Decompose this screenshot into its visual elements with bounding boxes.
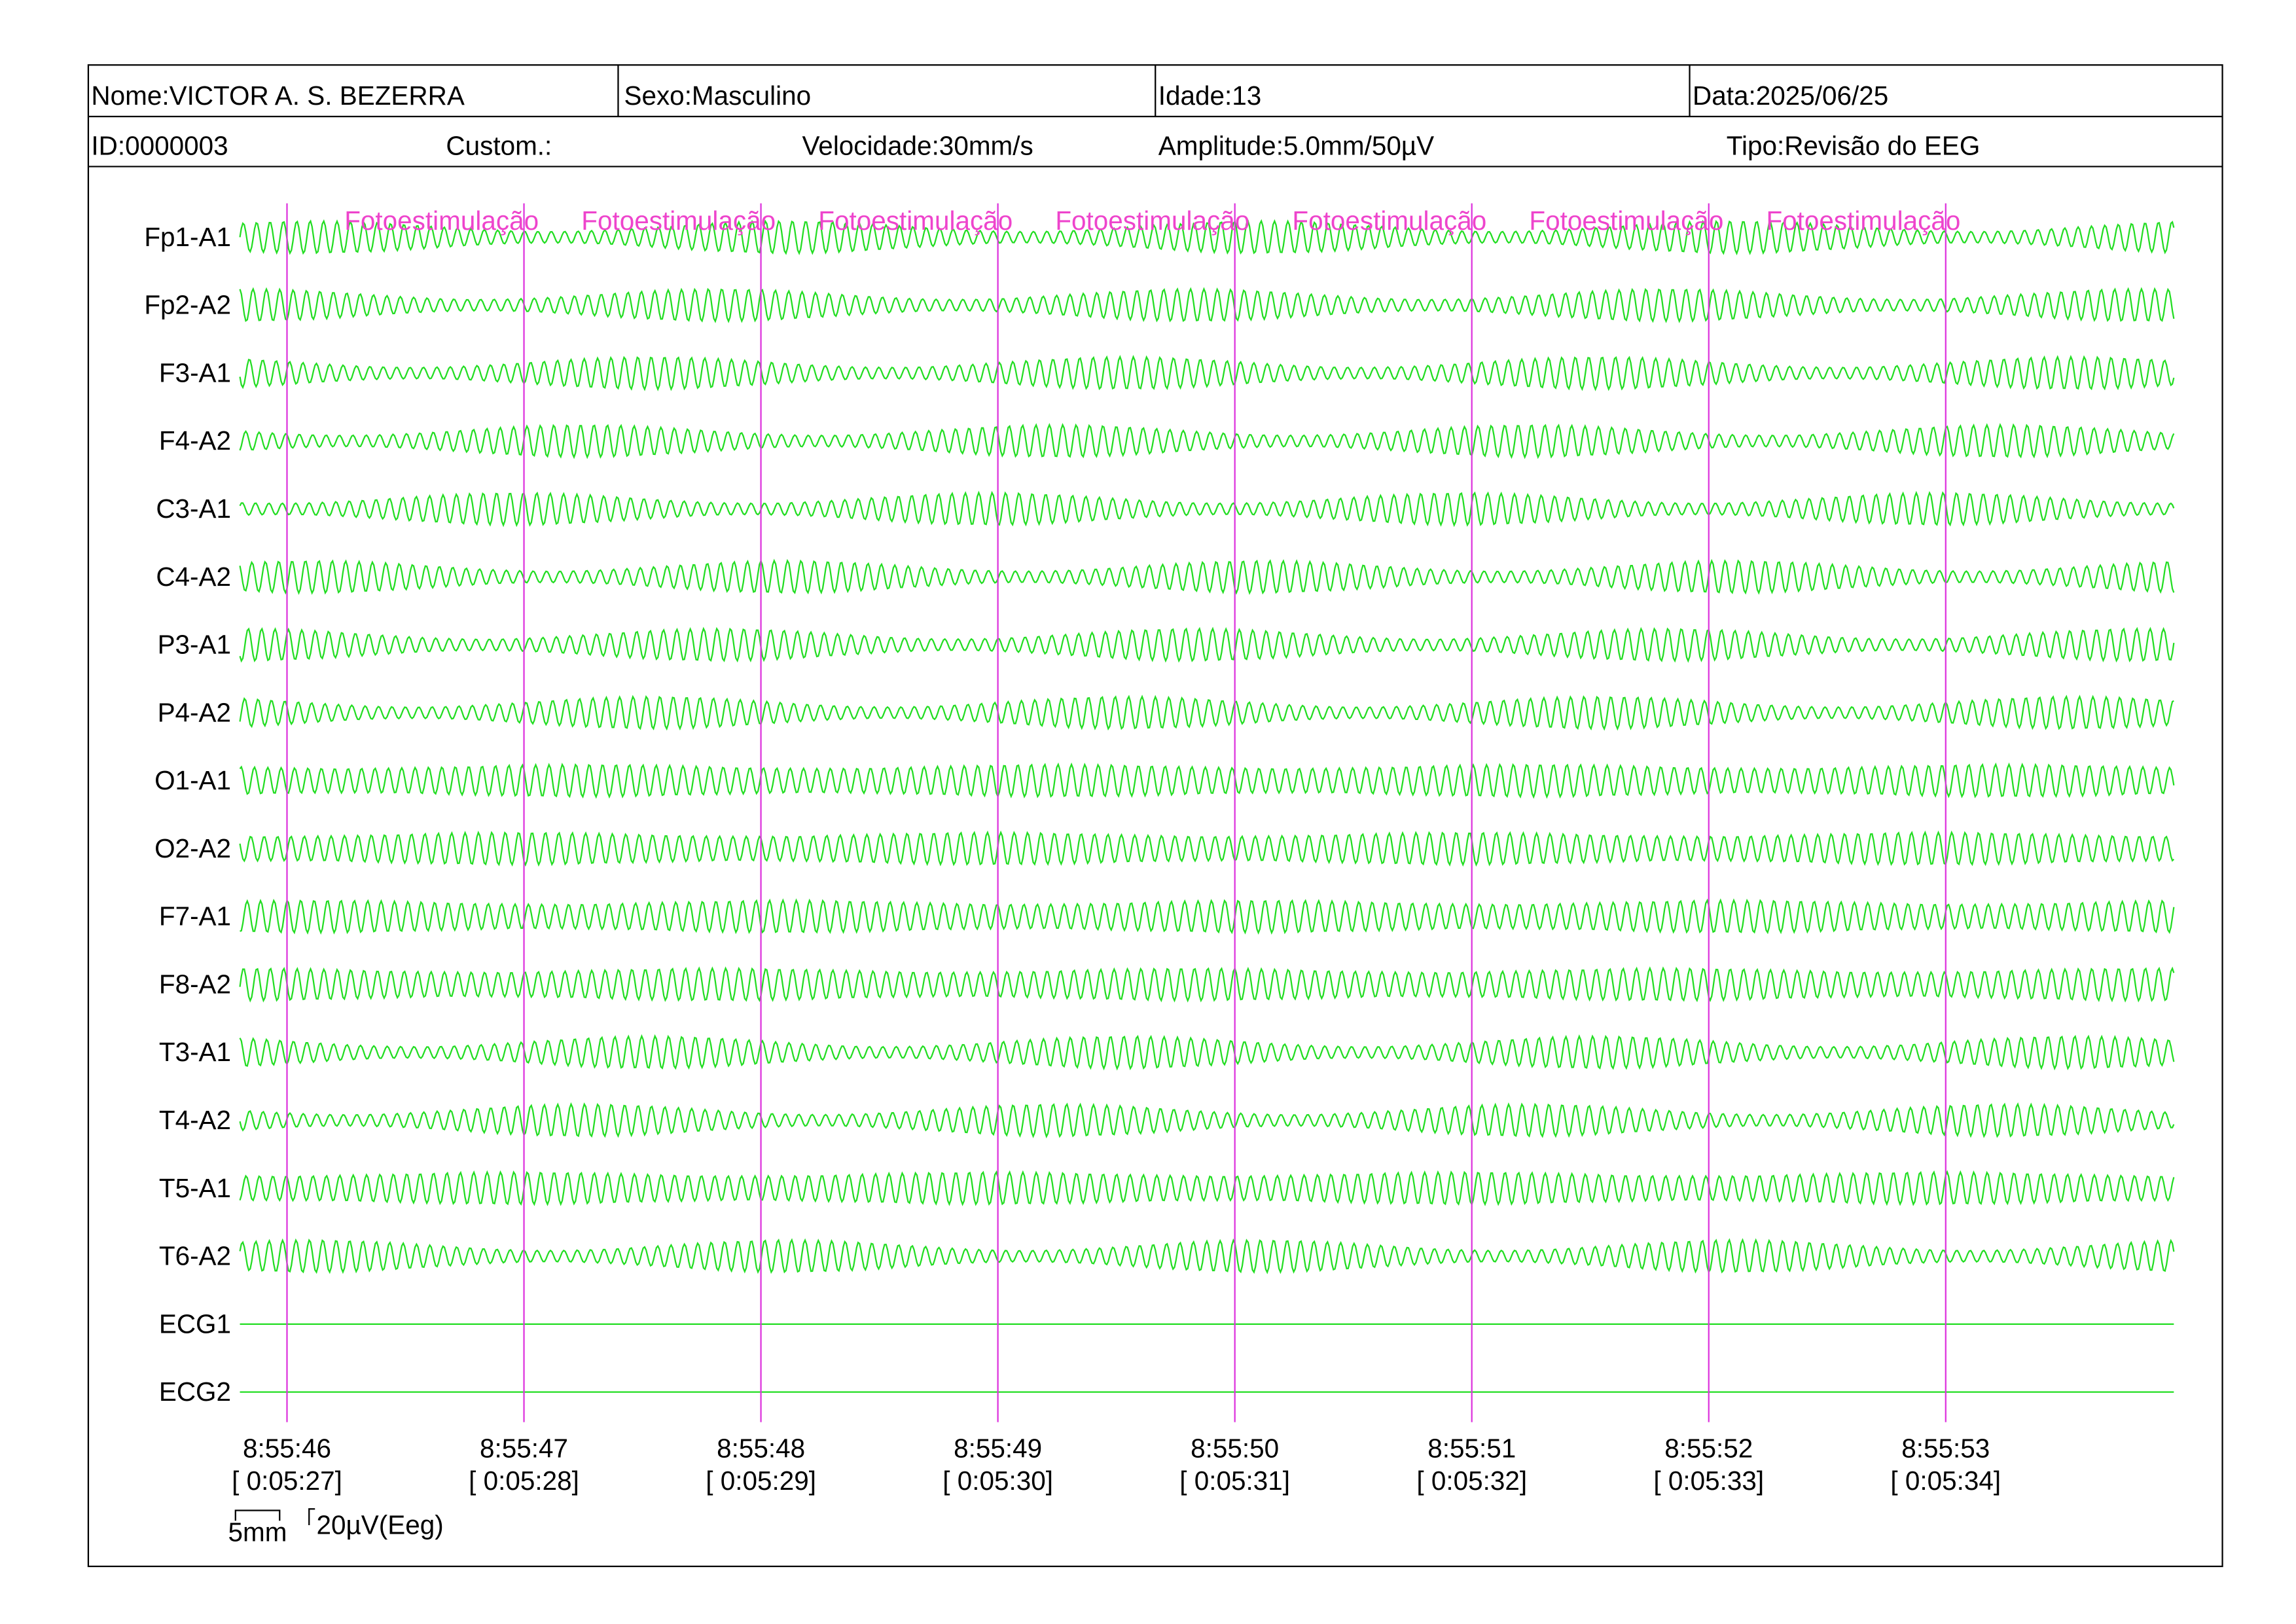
channel-label: T6-A2 [159,1241,231,1271]
eeg-trace [239,355,2175,391]
eeg-trace [239,287,2175,323]
eeg-trace [239,1170,2175,1206]
time-clock: 8:55:52 [1664,1434,1753,1464]
eeg-trace [240,898,2175,935]
eeg-trace [239,1034,2175,1071]
eeg-trace [239,1238,2175,1274]
header-field: Nome:VICTOR A. S. BEZERRA [91,81,464,111]
scale-bracket [234,1509,281,1521]
channel-label: F8-A2 [159,969,231,999]
channel-label: T3-A1 [159,1037,231,1067]
time-elapsed: [ 0:05:33] [1653,1466,1764,1496]
eeg-trace [239,558,2175,595]
time-elapsed: [ 0:05:29] [706,1466,816,1496]
channel-label: O2-A2 [154,833,231,863]
event-marker: Fotoestimulação [818,206,1013,236]
eeg-trace [239,966,2175,1003]
channel-label: O1-A1 [154,765,231,795]
eeg-trace [239,762,2175,799]
event-marker: Fotoestimulação [1766,206,1960,236]
channel-label: Fp2-A2 [144,290,231,320]
event-marker: Fotoestimulação [1529,206,1723,236]
event-marker: Fotoestimulação [1055,206,1249,236]
time-elapsed: [ 0:05:32] [1416,1466,1527,1496]
event-marker: Fotoestimulação [581,206,776,236]
channel-label: Fp1-A1 [144,222,231,252]
time-elapsed: [ 0:05:28] [469,1466,579,1496]
header-field: Tipo:Revisão do EEG [1727,130,1981,160]
channel-label: P4-A2 [158,697,231,727]
time-clock: 8:55:49 [954,1434,1042,1464]
content: Nome:VICTOR A. S. BEZERRA Sexo:Masculino I… [91,81,2175,1547]
channel-label: C3-A1 [156,494,231,524]
channel-label: P3-A1 [158,630,231,660]
time-elapsed: [ 0:05:27] [232,1466,342,1496]
eeg-trace [239,695,2174,731]
header-field: Amplitude:5.0mm/50µV [1158,130,1434,160]
scale-bracket [308,1508,315,1526]
time-clock: 8:55:48 [717,1434,805,1464]
event-marker: Fotoestimulação [1292,206,1486,236]
eeg-trace [239,219,2175,256]
time-elapsed: [ 0:05:30] [942,1466,1053,1496]
time-clock: 8:55:47 [480,1434,568,1464]
eeg-trace [239,423,2175,460]
header-field: Sexo:Masculino [624,81,811,111]
channel-label: F3-A1 [159,357,231,388]
time-clock: 8:55:50 [1191,1434,1279,1464]
scale-length: 5mm [228,1517,287,1547]
channel-label: C4-A2 [156,562,231,592]
header-field: ID:0000003 [91,130,228,160]
eeg-trace [239,830,2175,867]
header-field: Data:2025/06/25 [1693,81,1888,111]
channel-label: ECG1 [159,1308,231,1339]
channel-label: ECG2 [159,1377,231,1407]
time-elapsed: [ 0:05:31] [1179,1466,1290,1496]
channel-label: F4-A2 [159,425,231,456]
channel-label: T4-A2 [159,1105,231,1135]
header-field: Custom.: [446,130,552,160]
event-marker: Fotoestimulação [344,206,539,236]
scale-amplitude: 20µV(Eeg) [316,1509,443,1540]
header-field: Idade:13 [1158,81,1262,111]
eeg-trace [239,490,2175,528]
time-clock: 8:55:46 [243,1434,331,1464]
time-clock: 8:55:53 [1901,1434,1990,1464]
channel-label: F7-A1 [159,901,231,931]
eeg-trace [239,1102,2175,1139]
time-elapsed: [ 0:05:34] [1890,1466,2001,1496]
time-clock: 8:55:51 [1427,1434,1516,1464]
header-field: Velocidade:30mm/s [802,130,1033,160]
channel-label: T5-A1 [159,1173,231,1203]
eeg-trace [239,626,2175,663]
